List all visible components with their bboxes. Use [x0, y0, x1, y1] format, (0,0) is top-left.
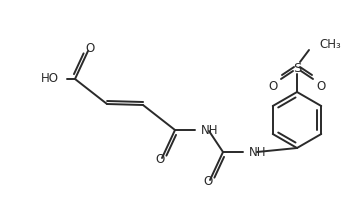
Text: O: O — [316, 79, 326, 92]
Text: HO: HO — [41, 72, 59, 85]
Text: S: S — [293, 62, 301, 74]
Text: NH: NH — [249, 145, 266, 159]
Text: O: O — [85, 42, 95, 55]
Text: O: O — [203, 175, 213, 188]
Text: CH₃: CH₃ — [319, 37, 341, 51]
Text: O: O — [156, 153, 165, 166]
Text: O: O — [268, 79, 278, 92]
Text: NH: NH — [201, 124, 219, 136]
